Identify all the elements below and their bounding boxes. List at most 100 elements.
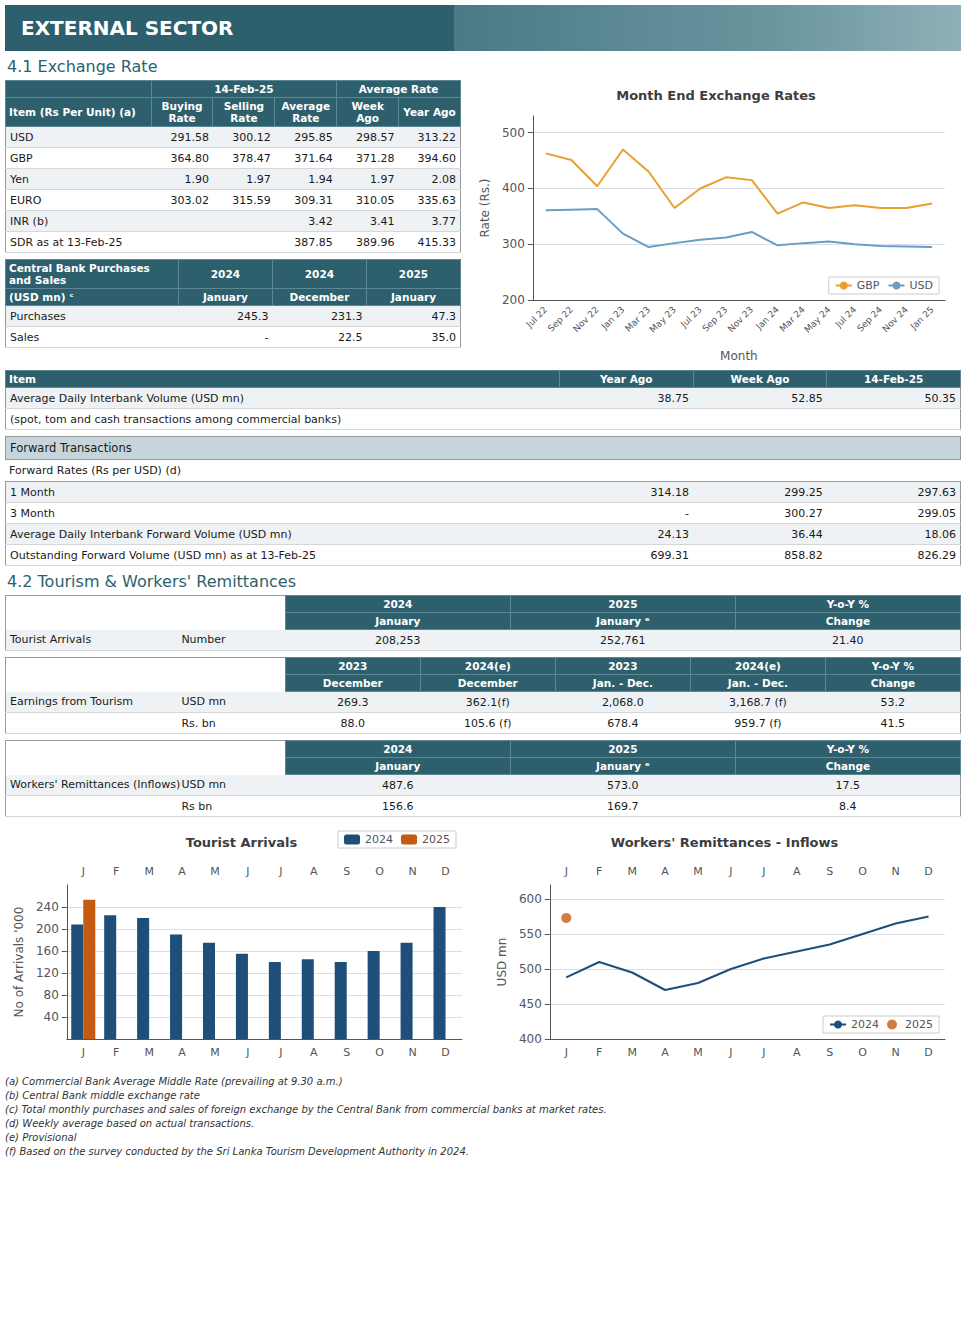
svg-text:O: O xyxy=(858,865,867,878)
svg-text:160: 160 xyxy=(36,944,59,958)
svg-text:May 24: May 24 xyxy=(802,304,833,335)
svg-text:240: 240 xyxy=(36,900,59,914)
html-text:Average Rate: Average Rate xyxy=(281,100,331,124)
svg-text:A: A xyxy=(310,865,318,878)
svg-text:USD mn: USD mn xyxy=(495,938,509,987)
svg-text:M: M xyxy=(210,1046,220,1059)
svg-text:Mar 23: Mar 23 xyxy=(623,304,653,334)
svg-text:Nov 23: Nov 23 xyxy=(726,304,756,334)
svg-text:200: 200 xyxy=(36,922,59,936)
svg-text:J: J xyxy=(564,1046,568,1059)
svg-text:A: A xyxy=(310,1046,318,1059)
svg-text:400: 400 xyxy=(502,181,525,195)
svg-text:A: A xyxy=(661,865,669,878)
svg-text:D: D xyxy=(924,865,932,878)
svg-text:May 23: May 23 xyxy=(648,304,678,334)
svg-text:S: S xyxy=(343,1046,350,1059)
svg-text:M: M xyxy=(144,1046,154,1059)
svg-text:450: 450 xyxy=(519,997,542,1011)
svg-text:S: S xyxy=(826,865,833,878)
svg-text:Jul 24: Jul 24 xyxy=(833,304,859,330)
svg-text:J: J xyxy=(728,865,732,878)
html-text:EXTERNAL SECTOR: EXTERNAL SECTOR xyxy=(21,16,234,40)
svg-text:J: J xyxy=(81,1046,85,1059)
svg-text:F: F xyxy=(113,865,119,878)
svg-text:600: 600 xyxy=(519,892,542,906)
svg-text:M: M xyxy=(627,1046,637,1059)
svg-text:No of Arrivals '000: No of Arrivals '000 xyxy=(12,907,26,1018)
svg-text:N: N xyxy=(891,1046,899,1059)
svg-text:A: A xyxy=(793,865,801,878)
svg-text:400: 400 xyxy=(519,1032,542,1046)
svg-text:M: M xyxy=(693,865,703,878)
svg-text:J: J xyxy=(278,865,282,878)
svg-text:Month End Exchange Rates: Month End Exchange Rates xyxy=(616,88,816,103)
svg-text:2024: 2024 xyxy=(851,1018,879,1031)
svg-text:D: D xyxy=(441,865,449,878)
svg-text:80: 80 xyxy=(44,988,59,1002)
svg-text:Mar 24: Mar 24 xyxy=(777,304,807,334)
svg-text:S: S xyxy=(826,1046,833,1059)
svg-text:Sep 23: Sep 23 xyxy=(700,304,729,333)
svg-text:D: D xyxy=(441,1046,449,1059)
svg-text:Workers' Remittances - Inflows: Workers' Remittances - Inflows xyxy=(611,835,839,850)
svg-text:M: M xyxy=(144,865,154,878)
svg-text:Month: Month xyxy=(720,349,758,363)
svg-text:J: J xyxy=(245,865,249,878)
svg-text:550: 550 xyxy=(519,927,542,941)
svg-text:O: O xyxy=(375,1046,384,1059)
svg-text:J: J xyxy=(278,1046,282,1059)
svg-text:A: A xyxy=(661,1046,669,1059)
html-text:4.2 Tourism & Workers' Remitta: 4.2 Tourism & Workers' Remittances xyxy=(7,572,296,591)
svg-text:Jan 24: Jan 24 xyxy=(753,304,781,332)
svg-text:2024: 2024 xyxy=(365,833,393,846)
svg-text:M: M xyxy=(210,865,220,878)
svg-text:Nov 22: Nov 22 xyxy=(571,304,601,334)
svg-text:2025: 2025 xyxy=(422,833,450,846)
svg-text:Jan 23: Jan 23 xyxy=(599,304,627,332)
svg-text:J: J xyxy=(245,1046,249,1059)
svg-text:D: D xyxy=(924,1046,932,1059)
svg-text:Sep 24: Sep 24 xyxy=(855,304,884,333)
svg-text:USD: USD xyxy=(909,279,933,292)
svg-text:J: J xyxy=(761,1046,765,1059)
svg-text:F: F xyxy=(596,865,602,878)
html-text:4.1 Exchange Rate: 4.1 Exchange Rate xyxy=(7,57,158,76)
svg-text:J: J xyxy=(761,865,765,878)
svg-text:A: A xyxy=(178,865,186,878)
svg-text:Nov 24: Nov 24 xyxy=(880,304,910,334)
svg-text:2025: 2025 xyxy=(905,1018,933,1031)
svg-text:Jul 23: Jul 23 xyxy=(678,304,704,330)
svg-text:J: J xyxy=(81,865,85,878)
svg-text:200: 200 xyxy=(502,293,525,307)
svg-text:Sep 22: Sep 22 xyxy=(546,304,575,333)
html-text:Selling Rate: Selling Rate xyxy=(223,100,265,124)
svg-text:A: A xyxy=(793,1046,801,1059)
svg-text:F: F xyxy=(596,1046,602,1059)
svg-text:M: M xyxy=(693,1046,703,1059)
svg-text:Jul 22: Jul 22 xyxy=(524,304,550,330)
svg-text:500: 500 xyxy=(519,962,542,976)
svg-text:N: N xyxy=(408,1046,416,1059)
html-text:Buying Rate: Buying Rate xyxy=(161,100,203,124)
svg-text:300: 300 xyxy=(502,237,525,251)
svg-text:S: S xyxy=(343,865,350,878)
svg-text:Tourist Arrivals: Tourist Arrivals xyxy=(186,835,298,850)
svg-text:F: F xyxy=(113,1046,119,1059)
svg-text:N: N xyxy=(891,865,899,878)
svg-text:J: J xyxy=(728,1046,732,1059)
html-text:Central Bank Purchases and Sal: Central Bank Purchases and Sales xyxy=(9,262,150,286)
svg-text:500: 500 xyxy=(502,126,525,140)
svg-text:O: O xyxy=(375,865,384,878)
svg-text:N: N xyxy=(408,865,416,878)
svg-text:A: A xyxy=(178,1046,186,1059)
svg-text:GBP: GBP xyxy=(857,279,880,292)
svg-text:J: J xyxy=(564,865,568,878)
svg-text:40: 40 xyxy=(44,1010,59,1024)
svg-text:Rate (Rs.): Rate (Rs.) xyxy=(478,178,492,237)
html-text:Week Ago: Week Ago xyxy=(351,100,384,124)
svg-text:O: O xyxy=(858,1046,867,1059)
svg-text:120: 120 xyxy=(36,966,59,980)
svg-text:M: M xyxy=(627,865,637,878)
svg-text:Jan 25: Jan 25 xyxy=(908,304,936,332)
